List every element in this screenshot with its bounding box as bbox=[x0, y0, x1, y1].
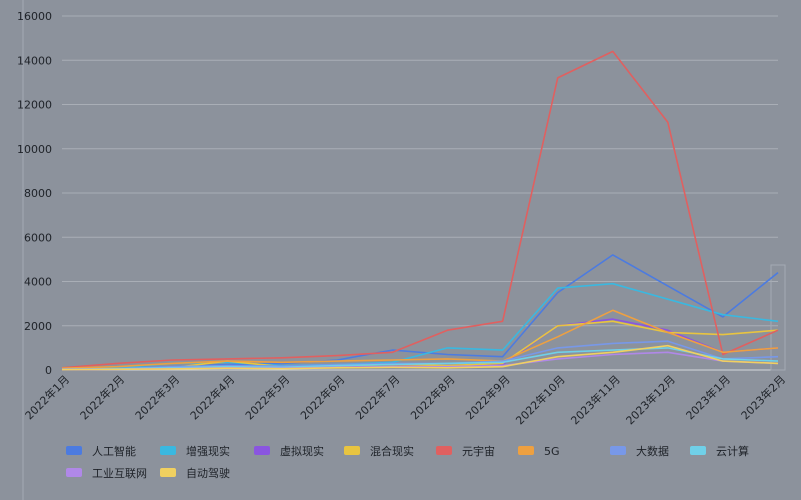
legend-item[interactable]: 5G bbox=[518, 445, 560, 458]
series-lines bbox=[61, 50, 779, 371]
y-tick-label: 8000 bbox=[24, 187, 52, 200]
legend-swatch bbox=[254, 446, 270, 455]
series-line-4 bbox=[61, 50, 779, 369]
legend-label: 虚拟现实 bbox=[280, 444, 324, 458]
y-tick-label: 6000 bbox=[24, 231, 52, 244]
legend-item[interactable]: 混合现实 bbox=[344, 444, 414, 458]
y-tick-label: 2000 bbox=[24, 320, 52, 333]
legend-label: 工业互联网 bbox=[92, 467, 147, 480]
x-tick-label: 2022年6月 bbox=[297, 372, 347, 422]
legend-swatch bbox=[160, 446, 176, 455]
x-tick-label: 2022年2月 bbox=[77, 372, 127, 422]
y-tick-label: 4000 bbox=[24, 276, 52, 289]
x-tick-label: 2023年11月 bbox=[568, 372, 623, 427]
series-line-3 bbox=[61, 320, 779, 371]
x-tick-label: 2022年3月 bbox=[132, 372, 182, 422]
y-tick-label: 16000 bbox=[17, 10, 52, 23]
x-tick-label: 2022年1月 bbox=[22, 372, 72, 422]
legend-item[interactable]: 虚拟现实 bbox=[254, 444, 324, 458]
x-tick-label: 2022年9月 bbox=[463, 372, 513, 422]
legend-label: 自动驾驶 bbox=[186, 466, 230, 480]
x-tick-label: 2022年8月 bbox=[407, 372, 457, 422]
series-line-7 bbox=[61, 347, 779, 371]
x-tick-label: 2022年10月 bbox=[513, 372, 568, 427]
legend-swatch bbox=[160, 468, 176, 477]
legend-label: 混合现实 bbox=[370, 444, 414, 458]
legend-item[interactable]: 大数据 bbox=[610, 444, 669, 458]
legend-item[interactable]: 自动驾驶 bbox=[160, 466, 230, 480]
legend-item[interactable]: 云计算 bbox=[690, 444, 749, 458]
legend-label: 云计算 bbox=[716, 444, 749, 458]
legend-label: 元宇宙 bbox=[462, 444, 495, 458]
y-tick-label: 14000 bbox=[17, 54, 52, 67]
x-tick-label: 2022年7月 bbox=[352, 372, 402, 422]
legend-swatch bbox=[66, 446, 82, 455]
legend-label: 增强现实 bbox=[186, 444, 230, 458]
legend-item[interactable]: 工业互联网 bbox=[66, 467, 147, 480]
legend-label: 大数据 bbox=[636, 444, 669, 458]
legend-item[interactable]: 人工智能 bbox=[66, 444, 136, 458]
legend-item[interactable]: 元宇宙 bbox=[436, 444, 495, 458]
series-line-5 bbox=[61, 309, 779, 369]
legend-label: 人工智能 bbox=[92, 444, 136, 458]
x-tick-label: 2023年12月 bbox=[623, 372, 678, 427]
legend-swatch bbox=[344, 446, 360, 455]
axes: 0 2000 4000 6000 8000 10000 12000 14000 16000 202… bbox=[17, 0, 788, 500]
series-line-2 bbox=[61, 318, 779, 371]
y-tick-label: 12000 bbox=[17, 99, 52, 112]
hover-band bbox=[770, 264, 786, 371]
series-line-9 bbox=[61, 344, 779, 371]
legend-swatch bbox=[610, 446, 626, 455]
x-tick-label: 2022年4月 bbox=[187, 372, 237, 422]
x-tick-label: 2023年1月 bbox=[683, 372, 733, 422]
legend-swatch bbox=[690, 446, 706, 455]
legend-swatch bbox=[436, 446, 452, 455]
series-line-0 bbox=[61, 254, 779, 370]
x-tick-label: 2022年5月 bbox=[242, 372, 292, 422]
legend-swatch bbox=[66, 468, 82, 477]
x-tick-label: 2023年2月 bbox=[738, 372, 788, 422]
y-tick-label: 10000 bbox=[17, 143, 52, 156]
legend-item[interactable]: 增强现实 bbox=[160, 444, 230, 458]
legend-swatch bbox=[518, 446, 534, 455]
legend-label: 5G bbox=[544, 445, 560, 458]
grid-lines bbox=[62, 15, 778, 371]
y-tick-label: 0 bbox=[45, 364, 52, 377]
